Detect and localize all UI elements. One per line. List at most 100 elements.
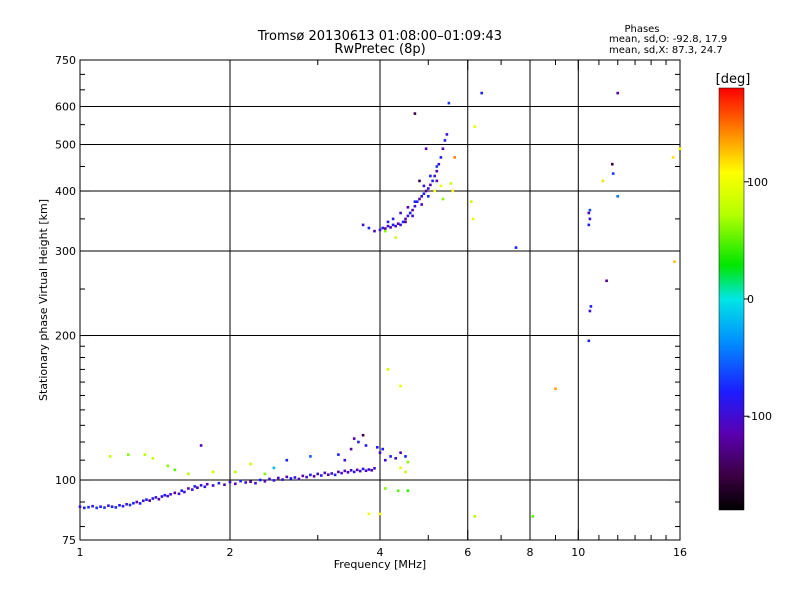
data-point bbox=[346, 471, 350, 474]
data-point bbox=[453, 156, 456, 159]
data-point bbox=[673, 260, 676, 263]
data-point bbox=[107, 504, 110, 507]
data-point bbox=[114, 506, 118, 509]
data-point bbox=[145, 498, 148, 501]
data-point bbox=[470, 200, 473, 203]
data-point bbox=[616, 91, 619, 95]
data-point bbox=[424, 189, 428, 193]
data-point bbox=[399, 466, 402, 470]
colorbar-tick-label: -100 bbox=[747, 410, 772, 423]
data-point bbox=[309, 473, 312, 477]
y-tick-label: 750 bbox=[55, 54, 76, 67]
data-point bbox=[411, 208, 414, 212]
data-point bbox=[357, 440, 360, 444]
data-point bbox=[473, 515, 477, 518]
data-point bbox=[424, 147, 428, 150]
data-point bbox=[427, 187, 430, 190]
y-tick-label: 600 bbox=[55, 101, 76, 114]
phases-mean-x: mean, sd,X: 87.3, 24.7 bbox=[609, 45, 723, 56]
data-point bbox=[394, 224, 397, 228]
data-point bbox=[293, 476, 297, 479]
data-point bbox=[180, 489, 183, 492]
data-point bbox=[399, 451, 402, 454]
data-point bbox=[431, 179, 434, 183]
data-point bbox=[441, 197, 445, 201]
data-point bbox=[361, 433, 365, 437]
data-point bbox=[391, 217, 395, 221]
colorbar-tick-label: 0 bbox=[747, 293, 754, 306]
data-point bbox=[404, 220, 407, 224]
data-point bbox=[268, 477, 271, 481]
colorbar-ticks: 100 0 -100 bbox=[744, 176, 772, 423]
data-point bbox=[95, 506, 98, 510]
data-point bbox=[330, 472, 333, 475]
data-point bbox=[381, 447, 384, 451]
data-point bbox=[127, 453, 130, 456]
data-point bbox=[121, 504, 125, 508]
data-point bbox=[384, 458, 387, 462]
data-point bbox=[367, 512, 371, 516]
data-point bbox=[151, 497, 155, 500]
data-point bbox=[435, 169, 439, 173]
data-point bbox=[108, 455, 112, 458]
x-axis-ticks: 1 2 4 6 8 10 16 bbox=[77, 60, 687, 559]
data-point bbox=[413, 200, 417, 203]
data-point bbox=[263, 472, 267, 476]
data-point bbox=[411, 214, 414, 218]
data-point bbox=[378, 451, 382, 454]
data-point bbox=[244, 481, 247, 484]
x-tick-label: 1 bbox=[77, 546, 84, 559]
data-point bbox=[427, 195, 430, 198]
data-point bbox=[441, 147, 445, 150]
data-point bbox=[404, 470, 407, 474]
data-point bbox=[439, 184, 443, 188]
y-tick-label: 300 bbox=[55, 245, 76, 258]
data-point bbox=[83, 506, 86, 510]
data-point bbox=[433, 189, 436, 193]
chart-subtitle: RwPretec (8p) bbox=[334, 42, 425, 57]
data-point bbox=[420, 195, 423, 198]
data-point bbox=[128, 503, 132, 507]
data-point bbox=[205, 482, 209, 486]
data-point bbox=[443, 139, 447, 142]
data-point bbox=[678, 147, 682, 150]
data-point bbox=[187, 487, 190, 490]
data-point bbox=[367, 468, 371, 471]
data-point bbox=[118, 504, 121, 507]
data-point bbox=[211, 484, 215, 487]
data-point bbox=[588, 309, 592, 313]
data-point bbox=[406, 460, 410, 464]
data-point bbox=[285, 475, 289, 479]
data-point bbox=[143, 453, 147, 456]
data-point bbox=[399, 223, 402, 227]
data-point bbox=[110, 505, 114, 508]
data-point bbox=[429, 183, 432, 187]
y-tick-label: 75 bbox=[62, 534, 76, 547]
data-point bbox=[191, 488, 194, 491]
data-point bbox=[203, 485, 207, 489]
data-point bbox=[384, 227, 387, 230]
data-point bbox=[399, 384, 402, 388]
data-point bbox=[258, 478, 262, 482]
data-point bbox=[249, 480, 252, 483]
data-point bbox=[272, 479, 276, 482]
data-point bbox=[217, 481, 221, 485]
y-tick-label: 100 bbox=[55, 474, 76, 487]
data-point bbox=[406, 489, 410, 492]
data-point bbox=[386, 220, 390, 224]
data-point bbox=[435, 179, 439, 183]
data-point bbox=[289, 477, 293, 480]
data-point bbox=[349, 447, 353, 451]
data-point bbox=[301, 474, 305, 478]
chart-title: Tromsø 20130613 01:08:00–01:09:43 bbox=[257, 29, 502, 44]
colorbar-label: [deg] bbox=[716, 72, 751, 87]
data-point bbox=[386, 368, 390, 371]
data-point bbox=[254, 481, 257, 485]
colorbar bbox=[718, 87, 745, 511]
data-point bbox=[404, 217, 407, 221]
data-point bbox=[588, 217, 592, 221]
data-point bbox=[223, 483, 226, 486]
data-point bbox=[587, 223, 591, 227]
data-point bbox=[135, 500, 139, 504]
